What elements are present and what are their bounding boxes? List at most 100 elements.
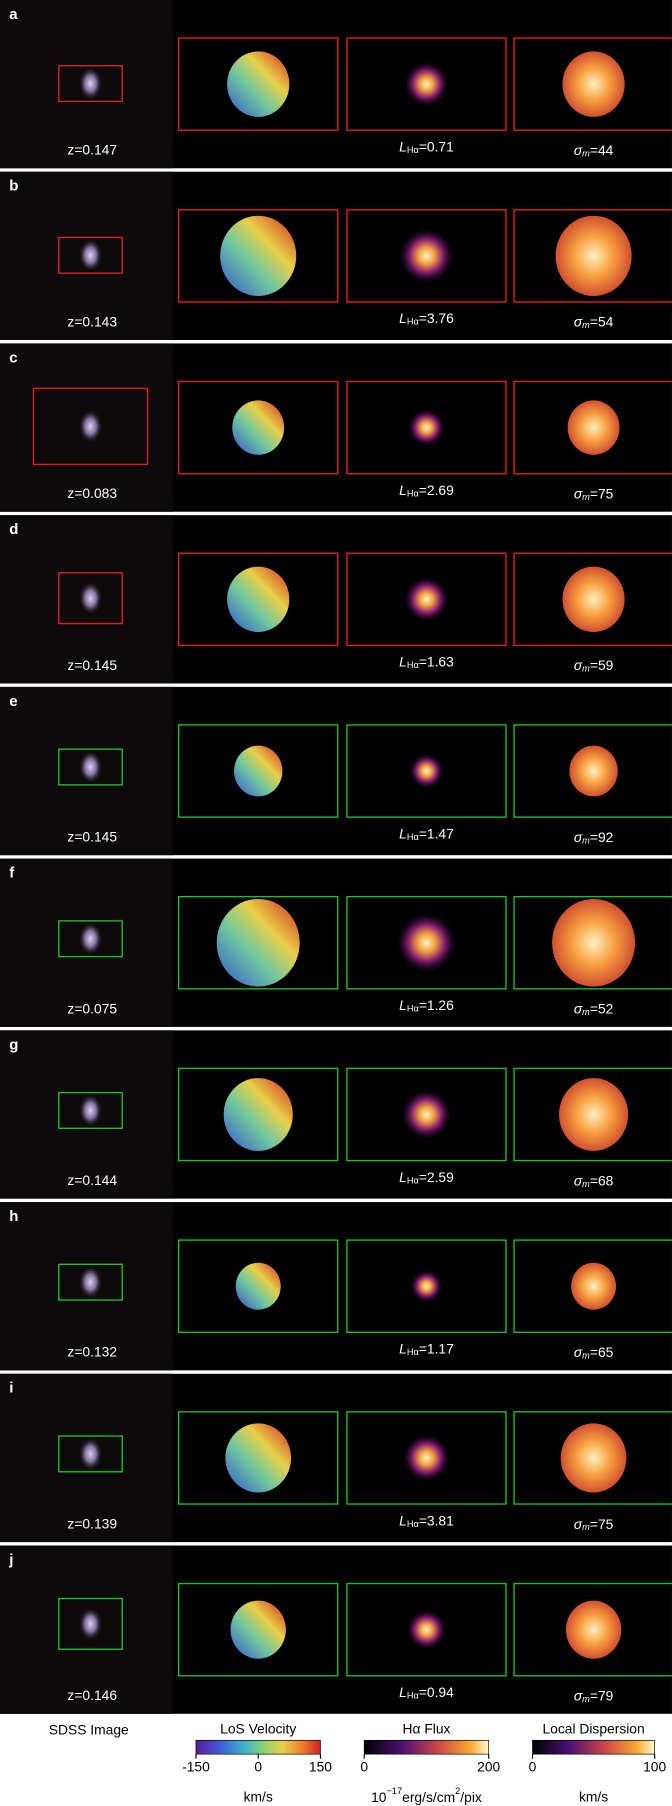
- flux-map: [409, 753, 444, 789]
- redshift: z=0.143: [67, 313, 117, 329]
- map-box: [513, 552, 672, 647]
- sigma-label: σm=44: [574, 142, 614, 159]
- map-box: [513, 1582, 672, 1677]
- text-part: =68: [590, 1172, 614, 1188]
- row-label: i: [9, 1380, 13, 1397]
- velocity-map: [230, 1600, 286, 1659]
- map-box: [346, 724, 507, 818]
- redshift: z=0.145: [67, 829, 117, 845]
- flux-map: [399, 228, 454, 284]
- map-box: [346, 1239, 507, 1334]
- text-part: 2: [455, 1787, 460, 1797]
- map-box: [513, 209, 672, 303]
- colorbar: [532, 1739, 656, 1755]
- text-part: −17: [386, 1787, 402, 1797]
- lha-label: LHα=1.47: [399, 825, 454, 842]
- text-part: =2.59: [419, 1169, 454, 1185]
- redshift: z=0.083: [67, 485, 117, 501]
- velocity-map: [232, 400, 285, 455]
- sdss-box: [32, 387, 149, 466]
- map-box: [177, 1067, 339, 1162]
- text-part: erg/s/cm: [402, 1789, 455, 1805]
- map-box: [513, 37, 672, 131]
- galaxy: [78, 239, 103, 272]
- text-part: m: [582, 492, 590, 502]
- map-box: [177, 895, 339, 990]
- sdss-box: [58, 1435, 123, 1473]
- text-part: σ: [574, 1172, 583, 1188]
- row-label: d: [9, 521, 18, 538]
- colorbar-tick-label: 200: [477, 1759, 500, 1775]
- text-part: Hα: [407, 1004, 420, 1014]
- text-part: σ: [574, 657, 583, 673]
- sdss-box: [58, 1091, 123, 1130]
- text-part: Hα: [407, 317, 420, 327]
- galaxy: [78, 922, 103, 955]
- text-part: =3.76: [419, 310, 454, 326]
- velocity-map: [234, 745, 283, 797]
- text-part: σ: [574, 485, 583, 501]
- map-box: [513, 1067, 672, 1162]
- text-part: L: [399, 138, 407, 154]
- colorbar-unit: 10−17erg/s/cm2/pix: [371, 1787, 482, 1805]
- galaxy: [78, 1266, 103, 1299]
- redshift: z=0.146: [67, 1687, 117, 1703]
- text-part: Hα: [407, 1519, 420, 1529]
- text-part: σ: [574, 1515, 583, 1531]
- text-part: m: [582, 1008, 590, 1018]
- row-label: g: [9, 1036, 18, 1053]
- redshift: z=0.147: [67, 142, 117, 158]
- colorbar-title: LoS Velocity: [220, 1721, 296, 1737]
- row-label: f: [9, 865, 15, 882]
- lha-label: LHα=0.94: [399, 1684, 454, 1701]
- flux-map: [396, 912, 457, 973]
- dispersion-map: [565, 1600, 622, 1659]
- colorbar-tick-label: 0: [254, 1759, 262, 1775]
- text-part: m: [582, 1523, 590, 1533]
- colorbar-title: Local Dispersion: [542, 1721, 644, 1737]
- text-part: Hα: [407, 661, 420, 671]
- dispersion-map: [560, 1423, 627, 1493]
- row-label: j: [8, 1551, 13, 1568]
- text-part: Hα: [407, 832, 420, 842]
- lha-label: LHα=3.76: [399, 310, 454, 327]
- text-part: L: [399, 1340, 407, 1356]
- sdss-box: [58, 572, 123, 625]
- colorbar-tick-label: 150: [309, 1759, 332, 1775]
- redshift: z=0.145: [67, 657, 117, 673]
- text-part: σ: [574, 1687, 583, 1703]
- text-part: L: [399, 825, 407, 841]
- redshift: z=0.139: [67, 1515, 117, 1531]
- sdss-box: [58, 236, 123, 274]
- map-box: [346, 1411, 507, 1505]
- lha-label: LHα=1.17: [399, 1340, 454, 1357]
- dispersion-map: [562, 566, 625, 633]
- text-part: σ: [574, 142, 583, 158]
- galaxy: [78, 582, 103, 615]
- text-part: =1.17: [419, 1340, 454, 1356]
- flux-map: [401, 1089, 452, 1140]
- text-part: Hα: [407, 1347, 420, 1357]
- map-box: [177, 1411, 339, 1505]
- redshift: z=0.132: [67, 1344, 117, 1360]
- sdss-box: [58, 1597, 123, 1650]
- colorbar-title: Hα Flux: [402, 1721, 450, 1737]
- dispersion-map: [559, 1078, 629, 1151]
- text-part: L: [399, 482, 407, 498]
- dispersion-map: [569, 745, 618, 797]
- text-part: =1.63: [419, 653, 454, 669]
- text-part: m: [582, 836, 590, 846]
- text-part: =92: [590, 829, 613, 845]
- colorbar-tick-label: 100: [643, 1759, 666, 1775]
- colorbar: [195, 1739, 321, 1755]
- sigma-label: σm=92: [574, 829, 613, 846]
- text-part: m: [582, 664, 590, 674]
- redshift: z=0.144: [67, 1172, 117, 1188]
- text-part: m: [582, 1694, 590, 1704]
- colorbar-tick-label: -150: [182, 1759, 210, 1775]
- text-part: Hα: [407, 1176, 420, 1186]
- colorbar-tick-label: 0: [360, 1759, 368, 1775]
- map-box: [513, 895, 672, 990]
- flux-map: [404, 576, 449, 622]
